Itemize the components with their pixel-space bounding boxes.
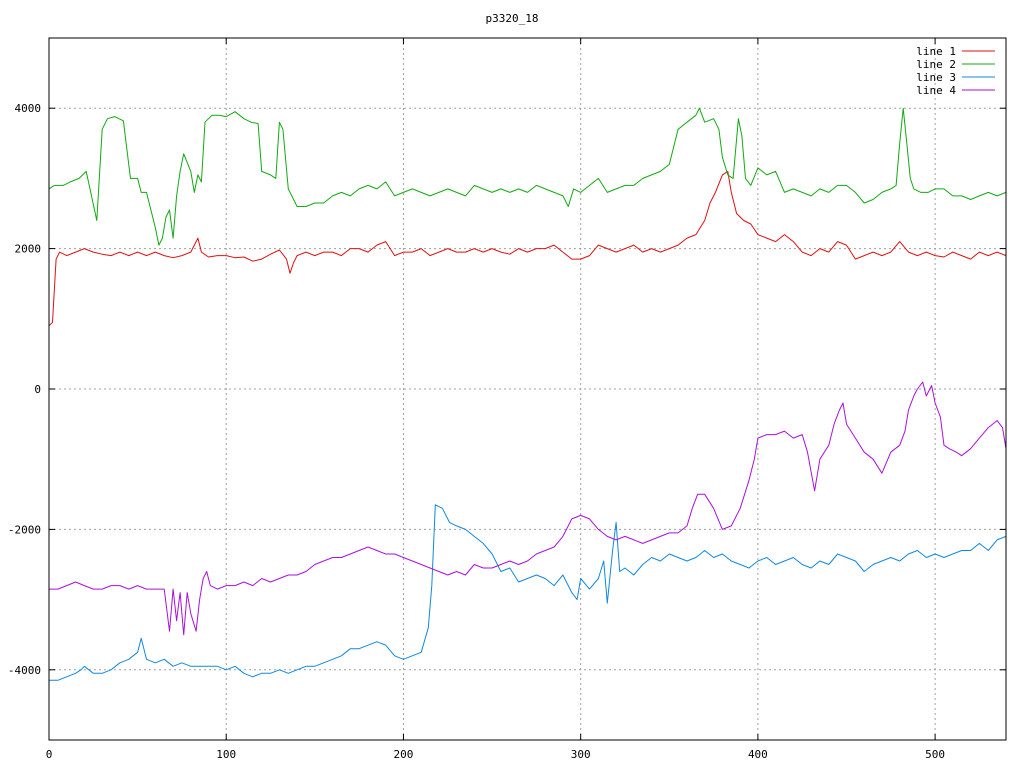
legend-label: line 4 <box>916 84 956 97</box>
axis-ticks: 0 100 200 300 400 500 -4000 -2000 0 2000 4000 <box>8 38 1006 761</box>
x-tick-label: 0 <box>46 748 53 761</box>
legend-label: line 1 <box>916 45 956 58</box>
x-tick-label: 500 <box>925 748 945 761</box>
x-tick-label: 400 <box>748 748 768 761</box>
x-tick-label: 200 <box>394 748 414 761</box>
y-tick-label: -4000 <box>8 664 41 677</box>
legend-label: line 3 <box>916 71 956 84</box>
grid-lines <box>49 38 1006 740</box>
series-line-4 <box>49 381 1007 636</box>
series-line-3 <box>49 504 1007 681</box>
x-tick-label: 300 <box>571 748 591 761</box>
series-lines <box>48 107 1007 681</box>
y-tick-label: -2000 <box>8 523 41 536</box>
series-line-2 <box>48 107 1007 246</box>
y-tick-label: 0 <box>34 383 41 396</box>
series-line-1 <box>48 170 1007 327</box>
y-tick-label: 4000 <box>15 102 42 115</box>
y-tick-label: 2000 <box>15 243 42 256</box>
x-tick-label: 100 <box>216 748 236 761</box>
chart-title: p3320_18 <box>486 12 539 25</box>
legend-label: line 2 <box>916 58 956 71</box>
